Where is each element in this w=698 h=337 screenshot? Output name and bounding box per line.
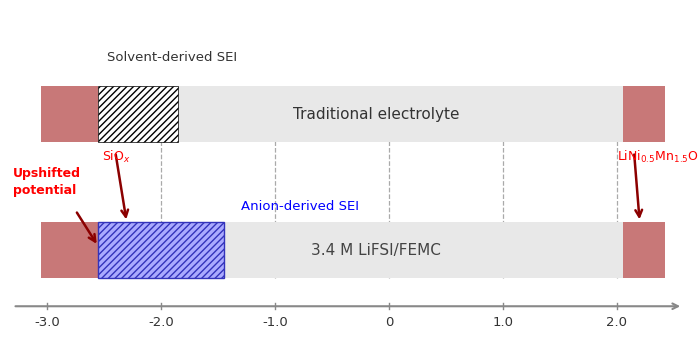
Bar: [41, 86, 664, 142]
Bar: [41, 222, 664, 278]
Text: -2.0: -2.0: [148, 316, 174, 329]
Text: Solvent-derived SEI: Solvent-derived SEI: [107, 51, 237, 64]
Bar: [623, 86, 664, 142]
Bar: [41, 222, 98, 278]
Text: 2.0: 2.0: [607, 316, 628, 329]
Text: 0: 0: [385, 316, 393, 329]
Text: -3.0: -3.0: [34, 316, 60, 329]
Bar: [623, 222, 664, 278]
Text: -1.0: -1.0: [262, 316, 288, 329]
Bar: [98, 86, 178, 142]
Text: SiO$_x$: SiO$_x$: [102, 149, 131, 165]
Text: Anion-derived SEI: Anion-derived SEI: [241, 200, 359, 213]
Text: 3.4 M LiFSI/FEMC: 3.4 M LiFSI/FEMC: [311, 243, 440, 258]
Bar: [98, 222, 223, 278]
Text: Upshifted
potential: Upshifted potential: [13, 167, 81, 197]
Text: 1.0: 1.0: [492, 316, 514, 329]
Text: LiNi$_{0.5}$Mn$_{1.5}$O$_4$: LiNi$_{0.5}$Mn$_{1.5}$O$_4$: [617, 149, 698, 165]
Text: Traditional electrolyte: Traditional electrolyte: [292, 106, 459, 122]
Bar: [41, 86, 98, 142]
